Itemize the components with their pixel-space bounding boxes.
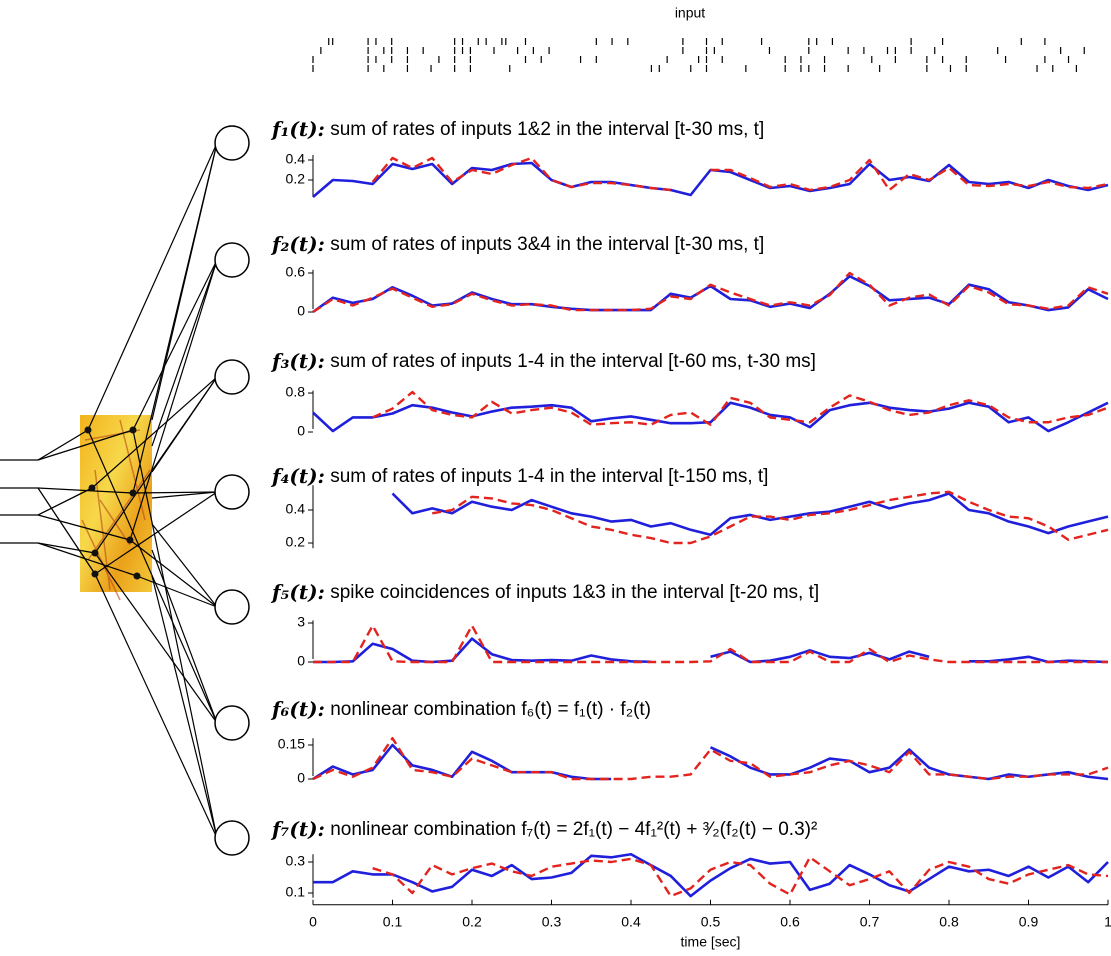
y-tick-label: 0.4 [286, 501, 306, 517]
y-tick-label: 0 [297, 423, 305, 439]
panel-title: f₃(t): sum of rates of inputs 1-4 in the… [270, 349, 816, 373]
y-tick-label: 3 [297, 614, 305, 630]
figure: input f₁(t): sum of rates of inputs 1&2 i… [0, 0, 1111, 956]
function-label: f₄(t): [270, 464, 325, 488]
target-line [313, 273, 1108, 312]
readout-connection [152, 550, 217, 723]
input-wire [0, 430, 88, 460]
target-line [373, 392, 1108, 425]
function-label: f₂(t): [270, 232, 325, 256]
readout-connection [152, 576, 217, 838]
readout-connection [88, 143, 217, 430]
x-tick-label: 0 [309, 913, 317, 929]
readout-unit [215, 590, 249, 624]
panel-title: f₄(t): sum of rates of inputs 1-4 in the… [270, 464, 768, 488]
readout-line [313, 403, 1108, 431]
x-tick-label: 0.2 [462, 913, 482, 929]
panel-title: f₂(t): sum of rates of inputs 3&4 in the… [270, 232, 764, 256]
y-tick-label: 0 [297, 303, 305, 319]
network-diagram [0, 126, 249, 855]
x-tick-label: 0.1 [383, 913, 403, 929]
page: input f₁(t): sum of rates of inputs 1&2 i… [0, 0, 1111, 956]
x-tick-label: 0.7 [860, 913, 880, 929]
function-label: f₅(t): [270, 580, 325, 604]
readout-connection [95, 553, 217, 723]
plots: input f₁(t): sum of rates of inputs 1&2 i… [270, 5, 1111, 950]
title-text: nonlinear combination f₇(t) = 2f₁(t) − 4… [325, 819, 817, 840]
neuron [92, 571, 99, 578]
readout-unit [215, 475, 249, 509]
panel-title: f₆(t): nonlinear combination f₆(t) = f₁(… [270, 697, 651, 721]
x-tick-label: 0.9 [1019, 913, 1039, 929]
readout-line [313, 745, 1108, 779]
readout-connection [130, 260, 217, 540]
y-tick-label: 0.2 [286, 171, 306, 187]
y-tick-label: 0.6 [286, 264, 306, 280]
x-tick-label: 0.8 [939, 913, 959, 929]
x-axis-label: time [sec] [681, 933, 741, 949]
readout-unit [215, 360, 249, 394]
x-tick-label: 0.6 [780, 913, 800, 929]
panel-title: f₇(t): nonlinear combination f₇(t) = 2f₁… [270, 817, 817, 841]
readout-connection [152, 377, 217, 472]
title-text: nonlinear combination f₆(t) = f₁(t) · f₂… [325, 699, 651, 720]
readout-unit [215, 126, 249, 160]
title-text: sum of rates of inputs 3&4 in the interv… [325, 234, 764, 255]
target-line [373, 158, 1108, 190]
title-text: sum of rates of inputs 1&2 in the interv… [325, 119, 764, 140]
function-label: f₃(t): [270, 349, 325, 373]
function-label: f₆(t): [270, 697, 325, 721]
readout-connection [152, 260, 217, 446]
readout-connection [133, 430, 217, 838]
function-label: f₁(t): [270, 117, 325, 141]
readout-connection [152, 143, 217, 420]
x-tick-label: 0.3 [542, 913, 562, 929]
y-tick-label: 0.2 [286, 534, 306, 550]
x-tick-label: 1 [1104, 913, 1111, 929]
readout-line [313, 639, 1108, 662]
title-text: sum of rates of inputs 1-4 in the interv… [325, 466, 769, 487]
y-tick-label: 0.4 [286, 151, 306, 167]
target-line [313, 738, 1108, 779]
readout-connection [133, 260, 217, 430]
neuron [85, 427, 92, 434]
title-text: sum of rates of inputs 1-4 in the interv… [325, 351, 816, 372]
neuron [92, 550, 99, 557]
y-tick-label: 0.3 [286, 853, 306, 869]
readout-unit [215, 706, 249, 740]
readout-unit [215, 243, 249, 277]
readout-unit [215, 821, 249, 855]
readout-line [313, 163, 1108, 197]
y-tick-label: 0.1 [286, 884, 306, 900]
neuron [89, 485, 96, 492]
input-wire [0, 488, 92, 515]
readout-line [313, 854, 1108, 896]
title-text: spike coincidences of inputs 1&3 in the … [325, 582, 819, 603]
y-tick-label: 0.15 [278, 736, 305, 752]
panel-title: f₁(t): sum of rates of inputs 1&2 in the… [270, 117, 764, 141]
x-tick-label: 0.5 [701, 913, 721, 929]
target-line [373, 857, 1108, 896]
function-label: f₇(t): [270, 817, 325, 841]
y-tick-label: 0.8 [286, 384, 306, 400]
neuron [130, 490, 137, 497]
neuron [127, 537, 134, 544]
x-tick-label: 0.4 [621, 913, 641, 929]
raster-title: input [675, 5, 705, 21]
neuron [130, 427, 137, 434]
panel-title: f₅(t): spike coincidences of inputs 1&3 … [270, 580, 819, 604]
y-tick-label: 0 [297, 770, 305, 786]
neuron [134, 573, 141, 580]
y-tick-label: 0 [297, 653, 305, 669]
readout-connection [95, 574, 217, 838]
